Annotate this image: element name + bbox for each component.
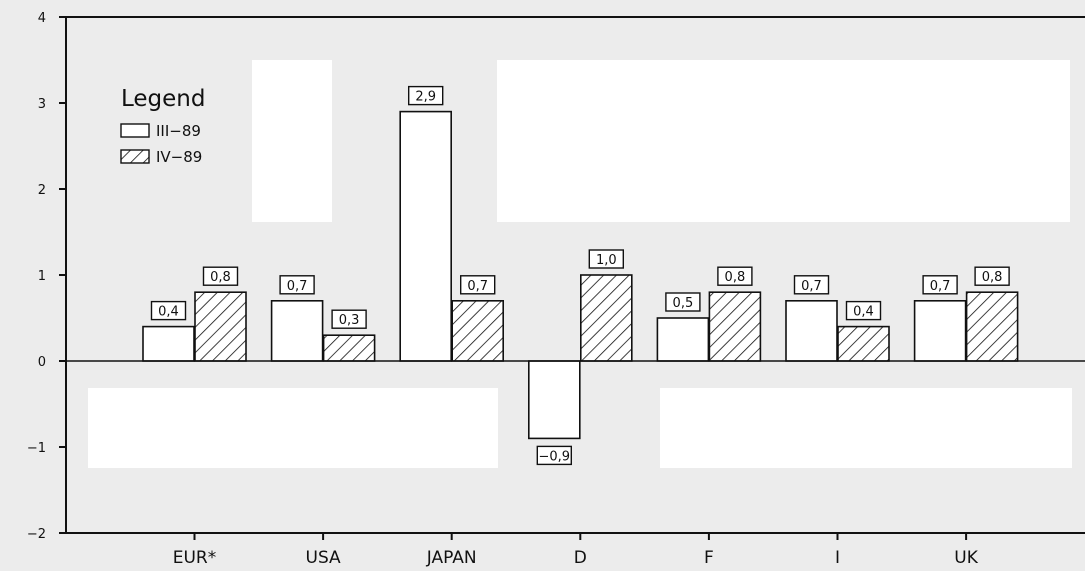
data-label-text: 0,5 — [673, 296, 694, 311]
y-tick-label: −1 — [27, 441, 46, 456]
data-label-text: 0,7 — [287, 279, 308, 294]
data-label-text: 0,7 — [467, 279, 488, 294]
data-label-text: 0,8 — [210, 270, 231, 285]
data-label-text: 0,4 — [853, 305, 874, 320]
data-label: 0,7 — [795, 276, 829, 294]
data-label-text: 0,8 — [725, 270, 746, 285]
bar-japan-series-2 — [452, 301, 503, 361]
bar-f-series-1 — [657, 318, 708, 361]
y-tick-label: 4 — [38, 11, 46, 26]
x-category-label: EUR* — [173, 548, 217, 567]
data-label: 0,5 — [666, 293, 700, 311]
data-label-text: 0,4 — [158, 305, 179, 320]
y-tick-label: 0 — [38, 355, 46, 370]
data-label: 1,0 — [589, 250, 623, 268]
bar-japan-series-1 — [400, 112, 451, 361]
data-label: 2,9 — [409, 87, 443, 105]
data-label: −0,9 — [537, 446, 571, 464]
x-category-label: I — [835, 548, 840, 567]
data-label-text: 1,0 — [596, 253, 617, 268]
legend-label: IV−89 — [156, 148, 202, 166]
legend-swatch — [121, 124, 149, 137]
bar-uk-series-2 — [967, 292, 1018, 361]
data-label: 0,7 — [923, 276, 957, 294]
legend-title: Legend — [121, 86, 206, 112]
legend: Legend III−89 IV−89 — [121, 86, 206, 166]
x-category-label: D — [574, 548, 587, 567]
bar-f-series-2 — [709, 292, 760, 361]
data-label-text: −0,9 — [539, 449, 571, 464]
data-label-text: 2,9 — [415, 90, 436, 105]
bar-uk-series-1 — [915, 301, 966, 361]
data-label: 0,8 — [975, 267, 1009, 285]
y-tick-label: 3 — [38, 97, 46, 112]
bar-i-series-1 — [786, 301, 837, 361]
bar-eur-series-2 — [195, 292, 246, 361]
legend-item: IV−89 — [121, 148, 202, 166]
data-label: 0,8 — [204, 267, 238, 285]
data-label: 0,3 — [332, 310, 366, 328]
x-category-label: JAPAN — [426, 548, 477, 567]
y-tick-label: 1 — [38, 269, 46, 284]
y-tick-label: 2 — [38, 183, 46, 198]
bar-i-series-2 — [838, 327, 889, 361]
bar-usa-series-1 — [272, 301, 323, 361]
data-label: 0,4 — [152, 302, 186, 320]
bar-d-series-1 — [529, 361, 580, 438]
x-category-label: F — [704, 548, 714, 567]
legend-swatch — [121, 150, 149, 163]
legend-label: III−89 — [156, 122, 201, 140]
data-label: 0,7 — [280, 276, 314, 294]
data-label: 0,8 — [718, 267, 752, 285]
bar-usa-series-2 — [324, 335, 375, 361]
data-label: 0,4 — [847, 302, 881, 320]
y-tick-label: −2 — [27, 527, 46, 542]
bar-eur-series-1 — [143, 327, 194, 361]
data-label-text: 0,8 — [982, 270, 1003, 285]
data-label: 0,7 — [461, 276, 495, 294]
data-label-text: 0,7 — [930, 279, 951, 294]
data-label-text: 0,3 — [339, 313, 360, 328]
x-category-label: USA — [306, 548, 342, 567]
data-label-text: 0,7 — [801, 279, 822, 294]
bar-d-series-2 — [581, 275, 632, 361]
legend-item: III−89 — [121, 122, 201, 140]
x-category-label: UK — [954, 548, 978, 567]
